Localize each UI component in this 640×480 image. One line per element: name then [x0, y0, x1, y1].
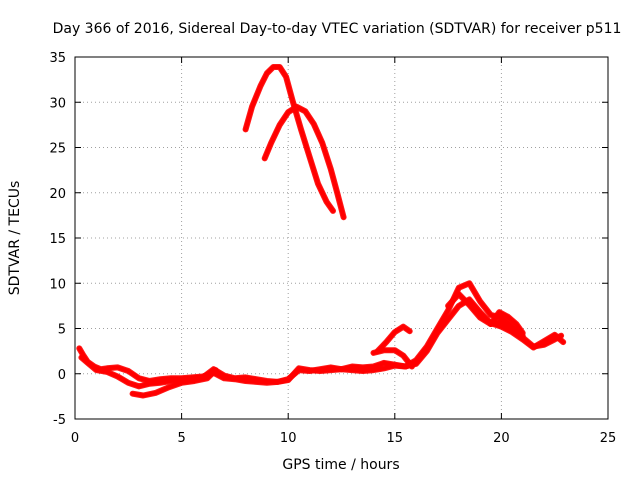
series-track-a: [77, 281, 564, 385]
y-tick-label: -5: [53, 413, 66, 428]
y-tick-label: 35: [49, 51, 66, 66]
y-axis-label: SDTVAR / TECUs: [7, 181, 23, 296]
y-tick-label: 0: [58, 368, 66, 383]
x-axis-label: GPS time / hours: [282, 457, 399, 473]
series-track-e: [371, 348, 414, 369]
y-tick-label: 15: [49, 232, 66, 247]
x-tick-label: 5: [177, 431, 185, 446]
series-track-g: [488, 310, 525, 335]
series-track-b: [79, 297, 566, 389]
plot-frame: [74, 56, 609, 420]
y-tick-label: 10: [49, 277, 66, 292]
y-tick-label: 25: [49, 142, 66, 157]
x-tick-label: 10: [280, 431, 297, 446]
x-tick-label: 0: [71, 431, 79, 446]
series-evening-arc-1: [243, 65, 335, 213]
series-evening-arc-2-band: [261, 103, 347, 221]
grid-layer: [75, 57, 608, 419]
tick-layer: 0 5 10 15 20 25 -5 0 5 10 15 20 25 30 35: [49, 51, 616, 446]
series-track-d: [375, 324, 412, 354]
chart-title: Day 366 of 2016, Sidereal Day-to-day VTE…: [53, 21, 622, 37]
y-tick-label: 5: [58, 323, 66, 338]
x-tick-label: 15: [387, 431, 404, 446]
series-layer: [76, 64, 567, 399]
y-tick-label: 20: [49, 187, 66, 202]
series-evening-arc-2: [262, 104, 346, 220]
series-track-c: [130, 368, 218, 398]
series-track-f: [446, 292, 525, 338]
x-tick-label: 25: [600, 431, 617, 446]
y-tick-label: 30: [49, 96, 66, 111]
x-tick-label: 20: [493, 431, 510, 446]
